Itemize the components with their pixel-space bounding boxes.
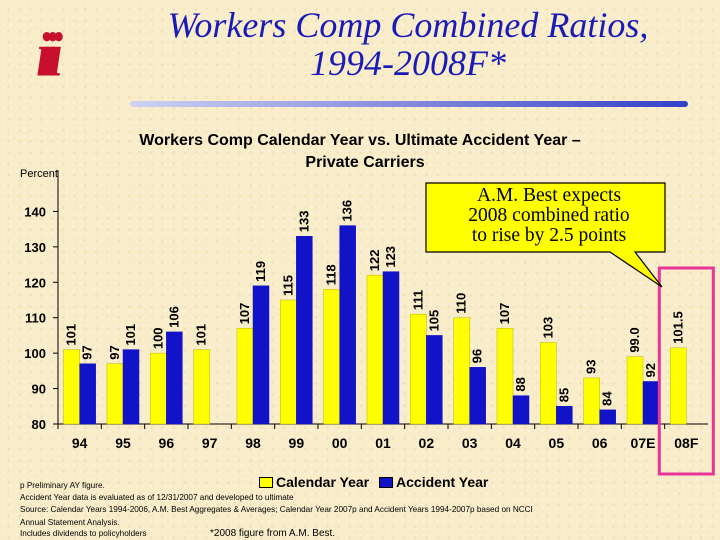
- data-label-calendar: 101: [64, 324, 79, 346]
- data-label-calendar: 93: [584, 359, 599, 373]
- data-label-accident: 123: [383, 246, 398, 268]
- callout-line2: 2008 combined ratio: [468, 205, 630, 226]
- x-tick-label: 07E: [631, 435, 656, 451]
- callout-line3: to rise by 2.5 points: [471, 225, 627, 246]
- legend-label-accident: Accident Year: [396, 474, 489, 491]
- bar-accident: [426, 335, 443, 425]
- data-label-calendar: 101: [194, 324, 209, 346]
- data-label-calendar: 115: [280, 275, 295, 296]
- bar-accident: [382, 271, 400, 425]
- data-label-calendar: 111: [410, 290, 425, 310]
- note-line3: Source: Calendar Years 1994-2006, A.M. B…: [20, 505, 533, 515]
- data-label-calendar: 122: [367, 249, 382, 271]
- x-tick-label: 99: [289, 435, 305, 451]
- data-label-accident: 105: [426, 310, 441, 332]
- legend-swatch-accident: [379, 476, 394, 488]
- x-tick-label: 01: [375, 435, 391, 451]
- data-label-calendar: 101.5: [670, 311, 685, 344]
- legend-swatch-calendar: [259, 476, 273, 488]
- data-label-accident: 136: [340, 200, 355, 222]
- bar-accident: [79, 363, 96, 425]
- y-axis-label: Percent: [20, 168, 58, 180]
- bar-accident: [122, 349, 140, 425]
- chart-title: Workers Comp Calendar Year vs. Ultimate …: [100, 130, 620, 174]
- bar-accident: [166, 331, 183, 425]
- data-label-calendar: 99.0: [627, 327, 642, 352]
- data-label-accident: 84: [600, 391, 615, 406]
- data-label-accident: 101: [123, 324, 138, 346]
- bar-accident: [252, 285, 270, 425]
- bar-accident: [339, 225, 356, 425]
- data-label-calendar: 100: [150, 327, 165, 349]
- y-tick-label: 140: [24, 204, 46, 219]
- note-line1: p Preliminary AY figure.: [20, 481, 105, 490]
- callout-text: A.M. Best expects 2008 combined ratio to…: [436, 186, 662, 246]
- x-tick-label: 95: [115, 435, 131, 451]
- x-tick-label: 96: [159, 435, 175, 451]
- data-label-accident: 92: [643, 363, 658, 377]
- bar-calendar: [670, 347, 687, 425]
- source-notes: p Preliminary AY figure. Accident Year d…: [20, 480, 533, 529]
- data-label-accident: 106: [166, 306, 181, 328]
- bar-calendar: [540, 342, 557, 425]
- data-label-accident: 119: [253, 261, 268, 282]
- x-tick-label: 08F: [674, 435, 699, 451]
- bar-accident: [296, 235, 313, 425]
- bar-accident: [512, 395, 530, 425]
- data-label-calendar: 107: [237, 303, 252, 325]
- note-line4: Annual Statement Analysis.: [20, 517, 120, 527]
- bar-accident: [469, 367, 486, 425]
- slide-title: Workers Comp Combined Ratios, 1994-2008F…: [118, 6, 698, 82]
- x-tick-label: 04: [505, 435, 521, 451]
- note-line2: Accident Year data is evaluated as of 12…: [20, 493, 294, 503]
- x-tick-label: 94: [72, 435, 88, 451]
- chart-legend: Calendar Year Accident Year: [259, 473, 488, 490]
- x-tick-label: 06: [592, 435, 608, 451]
- x-tick-label: 02: [419, 435, 435, 451]
- slide-title-line2: 1994-2008F*: [310, 43, 506, 83]
- note-line5: Includes dividends to policyholders: [20, 529, 147, 538]
- y-tick-label: 120: [24, 275, 46, 290]
- y-tick-label: 100: [24, 346, 46, 361]
- x-tick-label: 97: [202, 435, 218, 451]
- data-label-accident: 85: [556, 388, 571, 402]
- y-tick-label: 110: [25, 311, 46, 326]
- data-label-calendar: 118: [324, 264, 339, 285]
- data-label-calendar: 107: [497, 303, 512, 325]
- footnote: *2008 figure from A.M. Best.: [210, 528, 336, 539]
- data-label-calendar: 103: [540, 317, 555, 339]
- x-tick-label: 00: [332, 435, 348, 451]
- y-tick-label: 90: [32, 382, 46, 397]
- data-label-accident: 97: [80, 345, 95, 359]
- y-tick-label: 130: [24, 240, 46, 255]
- highlight-box: [657, 266, 715, 476]
- data-label-calendar: 97: [107, 345, 122, 359]
- data-label-accident: 88: [513, 377, 528, 391]
- bar-accident: [599, 409, 616, 425]
- bar-accident: [556, 406, 573, 425]
- bar-calendar: [193, 349, 210, 425]
- x-tick-label: 05: [549, 435, 565, 451]
- title-divider: [130, 101, 688, 107]
- chart-subtitle: Private Carriers: [305, 154, 425, 171]
- legend-label-calendar: Calendar Year: [276, 474, 370, 491]
- bar-calendar: [496, 328, 514, 425]
- data-label-calendar: 110: [454, 293, 469, 314]
- data-label-accident: 96: [470, 349, 485, 363]
- chart-title-line1: Workers Comp Calendar Year vs. Ultimate …: [139, 132, 581, 149]
- bar-calendar: [583, 377, 600, 425]
- slide-title-line1: Workers Comp Combined Ratios,: [167, 5, 649, 45]
- y-tick-label: 80: [32, 417, 46, 432]
- x-tick-label: 98: [245, 435, 261, 451]
- x-tick-label: 03: [462, 435, 478, 451]
- data-label-accident: 133: [296, 211, 311, 233]
- callout-line1: A.M. Best expects: [476, 185, 622, 206]
